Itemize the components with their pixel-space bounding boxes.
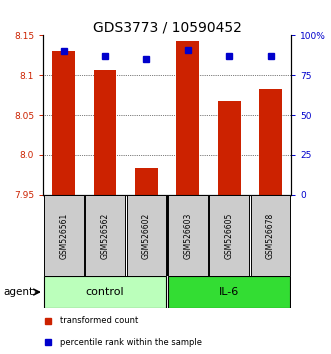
Bar xyxy=(52,51,75,195)
Text: percentile rank within the sample: percentile rank within the sample xyxy=(61,338,203,347)
Text: GSM526561: GSM526561 xyxy=(59,212,68,258)
Bar xyxy=(168,276,291,308)
Bar xyxy=(210,195,249,276)
Text: GSM526605: GSM526605 xyxy=(225,212,234,259)
Bar xyxy=(176,41,199,195)
Bar xyxy=(85,195,125,276)
Bar xyxy=(168,195,208,276)
Bar xyxy=(251,195,291,276)
Bar xyxy=(259,89,282,195)
Bar xyxy=(126,195,166,276)
Bar xyxy=(44,195,83,276)
Text: control: control xyxy=(86,287,124,297)
Text: transformed count: transformed count xyxy=(61,316,139,325)
Text: GSM526562: GSM526562 xyxy=(101,212,110,258)
Bar xyxy=(94,70,117,195)
Text: IL-6: IL-6 xyxy=(219,287,239,297)
Text: GSM526603: GSM526603 xyxy=(183,212,192,259)
Title: GDS3773 / 10590452: GDS3773 / 10590452 xyxy=(93,20,242,34)
Text: GSM526678: GSM526678 xyxy=(266,212,275,258)
Bar xyxy=(218,101,241,195)
Bar xyxy=(135,169,158,195)
Text: GSM526602: GSM526602 xyxy=(142,212,151,258)
Bar xyxy=(44,276,166,308)
Text: agent: agent xyxy=(3,287,33,297)
